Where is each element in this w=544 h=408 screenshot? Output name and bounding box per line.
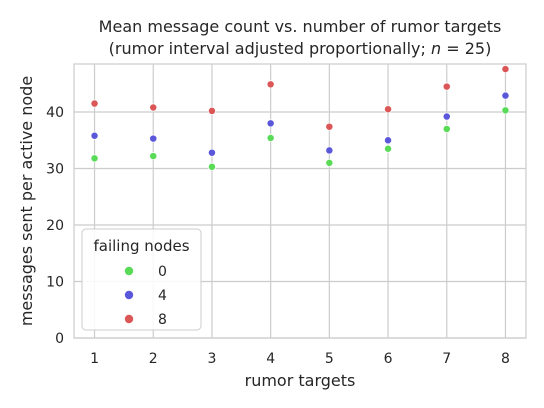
data-point	[149, 134, 158, 143]
chart-title-line-2-suffix: = 25)	[441, 39, 491, 58]
data-point	[90, 99, 99, 108]
chart-title-line-1: Mean message count vs. number of rumor t…	[99, 17, 502, 36]
data-point	[384, 136, 393, 145]
data-point	[325, 158, 334, 167]
data-point	[90, 154, 99, 163]
data-point	[266, 134, 275, 142]
y-tick-label: 0	[55, 331, 64, 347]
series-8	[90, 65, 510, 131]
chart-title: Mean message count vs. number of rumor t…	[99, 17, 502, 58]
plot-area-frame	[73, 63, 527, 339]
y-tick-label: 30	[46, 162, 64, 178]
data-point	[501, 91, 510, 100]
data-point	[325, 146, 334, 155]
legend-label: 4	[158, 288, 167, 304]
chart-title-line-2: (rumor interval adjusted proportionally;…	[109, 39, 492, 58]
data-point	[149, 103, 158, 112]
data-point	[149, 152, 158, 161]
data-point	[442, 82, 451, 91]
data-point	[501, 106, 510, 115]
x-tick-label: 5	[325, 351, 334, 367]
data-point	[266, 80, 275, 89]
data-point	[90, 131, 99, 140]
x-tick-label: 6	[384, 351, 393, 367]
data-point	[442, 125, 451, 133]
legend: failing nodes 0 4 8	[81, 228, 202, 331]
y-axis-ticks: 0 10 20 30 40	[46, 105, 64, 347]
data-point	[442, 112, 451, 121]
legend-title: failing nodes	[93, 237, 189, 255]
x-tick-label: 8	[501, 351, 510, 367]
x-axis-label: rumor targets	[245, 371, 356, 390]
series-0	[90, 106, 510, 171]
data-point	[325, 122, 334, 131]
y-tick-label: 40	[46, 105, 64, 121]
x-tick-label: 2	[149, 351, 158, 367]
x-tick-label: 4	[266, 351, 275, 367]
x-tick-label: 1	[90, 351, 99, 367]
data-point	[207, 162, 216, 171]
y-axis-label: messages sent per active node	[17, 76, 36, 326]
data-point	[207, 148, 216, 157]
legend-box	[81, 228, 202, 331]
legend-marker	[124, 290, 134, 300]
legend-label: 8	[158, 312, 167, 328]
data-point	[384, 105, 393, 114]
x-tick-label: 3	[207, 351, 216, 367]
data-point	[207, 106, 216, 115]
y-tick-label: 20	[46, 218, 64, 234]
legend-label: 0	[158, 264, 167, 280]
data-point	[501, 65, 510, 74]
legend-marker	[124, 266, 134, 276]
x-axis-ticks: 1 2 3 4 5 6 7 8	[90, 351, 510, 367]
legend-marker	[124, 314, 134, 324]
data-points	[90, 65, 510, 171]
data-point	[384, 144, 393, 153]
chart-title-n-symbol: n	[431, 39, 441, 58]
x-tick-label: 7	[442, 351, 451, 367]
y-tick-label: 10	[46, 275, 64, 291]
data-point	[266, 119, 275, 128]
chart-title-line-2-prefix: (rumor interval adjusted proportionally;	[109, 39, 431, 58]
series-4	[90, 91, 510, 157]
